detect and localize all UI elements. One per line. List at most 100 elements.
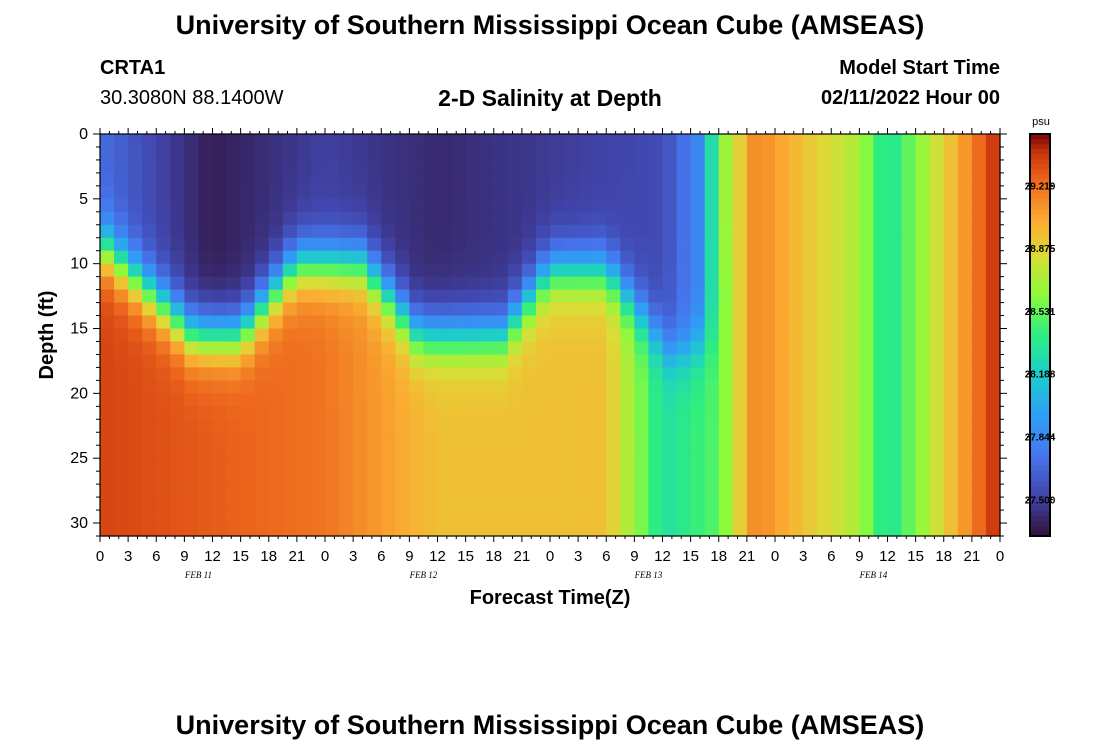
heatmap-cell (240, 211, 256, 226)
heatmap-cell (240, 146, 256, 161)
heatmap-cell (718, 250, 734, 265)
heatmap-cell (831, 341, 846, 356)
heatmap-cell (718, 198, 734, 213)
heatmap-cell (676, 484, 692, 498)
heatmap-cell (873, 354, 889, 369)
heatmap-cell (676, 250, 692, 265)
heatmap-cell (943, 328, 959, 343)
heatmap-cell (789, 497, 804, 511)
heatmap-cell (100, 302, 115, 317)
heatmap-cell (254, 432, 270, 446)
heatmap-cell (662, 302, 678, 317)
heatmap-cell (901, 510, 917, 524)
heatmap-cell (100, 172, 115, 187)
heatmap-cell (817, 263, 832, 278)
heatmap-cell (381, 380, 396, 394)
heatmap-cell (507, 354, 523, 369)
heatmap-cell (746, 354, 762, 369)
heatmap-cell (254, 146, 270, 161)
heatmap-cell (367, 134, 382, 148)
heatmap-cell (100, 341, 115, 356)
heatmap-cell (156, 315, 171, 330)
heatmap-cell (634, 445, 650, 459)
heatmap-cell (100, 458, 115, 472)
heatmap-cell (592, 134, 607, 148)
y-axis-label: Depth (ft) (36, 291, 58, 380)
heatmap-cell (156, 432, 171, 446)
heatmap-cell (676, 134, 692, 148)
heatmap-cell (254, 510, 270, 524)
heatmap-cell (437, 224, 453, 239)
colorbar-segment (1030, 159, 1050, 165)
heatmap-cell (198, 523, 214, 537)
heatmap-cell (156, 159, 171, 174)
heatmap-cell (142, 237, 157, 252)
heatmap-cell (451, 289, 467, 304)
heatmap-cell (648, 159, 664, 174)
heatmap-cell (268, 250, 284, 265)
heatmap-cell (943, 185, 959, 200)
heatmap-cell (887, 302, 903, 317)
heatmap-cell (775, 341, 790, 356)
heatmap-cell (817, 185, 832, 200)
heatmap-cell (437, 419, 453, 433)
footer-title: University of Southern Mississippi Ocean… (175, 710, 925, 740)
heatmap-cell (128, 393, 143, 407)
heatmap-cell (704, 263, 720, 278)
x-tick-label: 15 (907, 548, 924, 565)
heatmap-cell (985, 432, 1001, 446)
heatmap-cell (170, 224, 185, 239)
heatmap-cell (282, 445, 298, 459)
heatmap-cell (184, 523, 200, 537)
heatmap-cell (240, 328, 256, 343)
heatmap-cell (325, 211, 340, 226)
heatmap-cell (507, 315, 523, 330)
heatmap-cell (929, 432, 945, 446)
y-tick-label: 15 (70, 321, 88, 338)
date-label: FEB 12 (409, 570, 438, 580)
heatmap-cell (578, 276, 593, 291)
heatmap-cell (212, 341, 228, 356)
heatmap-cell (142, 393, 157, 407)
heatmap-cell (704, 224, 720, 239)
heatmap-cell (831, 393, 846, 407)
colorbar-segment (1030, 174, 1050, 180)
heatmap-cell (929, 484, 945, 498)
heatmap-cell (985, 458, 1001, 472)
heatmap-cell (760, 341, 776, 356)
heatmap-cell (592, 159, 607, 174)
colorbar-segment (1030, 294, 1050, 301)
heatmap-cell (296, 458, 312, 472)
heatmap-cell (142, 432, 157, 446)
heatmap-cell (423, 510, 439, 524)
heatmap-cell (521, 471, 537, 485)
heatmap-cell (985, 159, 1001, 174)
heatmap-cell (226, 341, 242, 356)
heatmap-cell (915, 367, 931, 381)
heatmap-cell (690, 393, 706, 407)
heatmap-cell (310, 432, 326, 446)
heatmap-cell (676, 172, 692, 187)
heatmap-cell (578, 172, 593, 187)
heatmap-cell (353, 211, 368, 226)
heatmap-cell (100, 276, 115, 291)
heatmap-cell (704, 315, 720, 330)
heatmap-cell (493, 354, 509, 369)
heatmap-cell (198, 471, 214, 485)
heatmap-cell (957, 263, 973, 278)
heatmap-cell (789, 367, 804, 381)
heatmap-cell (212, 458, 228, 472)
x-tick-label: 18 (710, 548, 727, 565)
heatmap-cell (521, 328, 537, 343)
heatmap-cell (254, 380, 270, 394)
heatmap-cell (957, 510, 973, 524)
heatmap-cell (620, 224, 635, 239)
heatmap-cell (268, 198, 284, 213)
heatmap-cell (367, 237, 382, 252)
heatmap-cell (156, 134, 171, 148)
heatmap-cell (901, 302, 917, 317)
heatmap-cell (240, 419, 256, 433)
heatmap-cell (339, 445, 354, 459)
heatmap-cell (409, 315, 425, 330)
heatmap-cell (296, 185, 312, 200)
